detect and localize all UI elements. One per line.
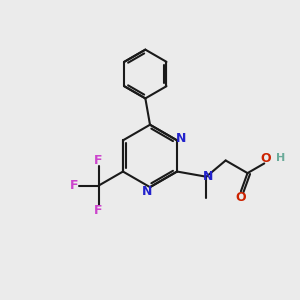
Text: F: F	[94, 154, 103, 167]
Text: N: N	[142, 184, 152, 197]
Text: F: F	[70, 179, 78, 192]
Text: F: F	[94, 204, 103, 217]
Text: H: H	[276, 153, 285, 163]
Text: N: N	[202, 170, 213, 183]
Text: N: N	[176, 132, 186, 146]
Text: O: O	[260, 152, 271, 165]
Text: O: O	[236, 191, 246, 204]
